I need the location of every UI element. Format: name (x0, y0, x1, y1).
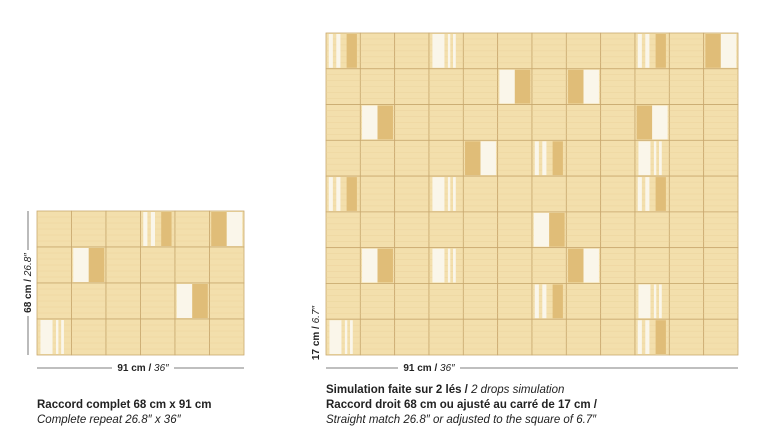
tile-part (143, 212, 148, 246)
tile-part (499, 69, 515, 104)
tile-part (88, 248, 105, 282)
tile-part (583, 248, 599, 283)
tile-part (542, 141, 547, 176)
tile-part (720, 34, 737, 68)
height-label: 17 cm / 6.7″ (311, 305, 322, 360)
tile-part (655, 320, 666, 354)
tile-part (637, 34, 642, 68)
tile-part (377, 105, 393, 140)
tile-part (645, 34, 650, 68)
tile-part (346, 177, 357, 211)
tile-part (192, 284, 208, 318)
tile-part (453, 34, 456, 68)
tile-part (480, 141, 496, 176)
tile-part (552, 284, 563, 319)
tile-part (534, 284, 539, 319)
metric: 68 cm / (23, 279, 34, 313)
tile-part (328, 177, 333, 211)
simulation-grid (325, 32, 739, 356)
tile-part (362, 248, 378, 283)
imperial: 6.7″ (311, 305, 322, 323)
tile-part (150, 212, 155, 246)
label-bg (112, 362, 174, 374)
tile-part (514, 69, 531, 104)
tile-part (453, 248, 456, 283)
caption: Straight match 26.8″ or adjusted to the … (326, 414, 597, 426)
tile-part (329, 320, 342, 354)
tile-part (655, 177, 666, 211)
tile-part (328, 34, 333, 68)
tile-part (645, 320, 650, 354)
sample-grid (36, 210, 245, 356)
tile-part (73, 248, 89, 282)
tile-part (653, 284, 657, 319)
tile-part (637, 320, 642, 354)
width-label: 91 cm / 36″ (403, 363, 455, 374)
tile-part (583, 69, 599, 104)
tile-part (432, 177, 445, 211)
caption: Complete repeat 26.8″ x 36″ (37, 414, 182, 426)
imperial: 26.8″ (23, 253, 34, 277)
label-bg (310, 304, 322, 362)
tile-part (61, 320, 64, 354)
caption-part: Simulation faite sur 2 lés / (326, 384, 469, 396)
caption: Simulation faite sur 2 lés / 2 drops sim… (326, 384, 564, 396)
tile-part (226, 212, 243, 246)
tile-part (655, 34, 666, 68)
tile-part (176, 284, 193, 318)
tile-part (55, 320, 59, 354)
tile-part (40, 320, 53, 354)
tile-part (568, 248, 584, 283)
tile-part (377, 248, 393, 283)
tile-part (636, 105, 653, 140)
imperial: 36″ (154, 363, 169, 374)
tile-part (568, 69, 584, 104)
tile-part (542, 284, 547, 319)
tile-part (705, 34, 721, 68)
tile-part (336, 177, 341, 211)
tile-part (344, 320, 348, 354)
tile-part (534, 141, 539, 176)
tile-part (552, 141, 563, 176)
tile-part (659, 284, 662, 319)
label-bg (398, 362, 460, 374)
tile-part (432, 34, 445, 68)
tile-part (211, 212, 227, 246)
tile-part (453, 177, 456, 211)
tile-part (659, 141, 662, 176)
tile-part (447, 34, 451, 68)
tile-part (638, 141, 651, 176)
tile-part (645, 177, 650, 211)
width-label: 91 cm / 36″ (117, 363, 169, 374)
tile-part (653, 141, 657, 176)
imperial: 36″ (440, 363, 455, 374)
tile-part (465, 141, 481, 176)
tile-part (336, 34, 341, 68)
metric: 91 cm / (117, 363, 151, 374)
tile-part (637, 177, 642, 211)
metric: 17 cm / (311, 326, 322, 360)
tile-part (161, 212, 172, 246)
tile-part (652, 105, 668, 140)
tile-part (350, 320, 353, 354)
metric: 91 cm / (403, 363, 437, 374)
tile-part (533, 212, 550, 247)
caption: Raccord complet 68 cm x 91 cm (37, 399, 212, 411)
label-bg (22, 250, 34, 316)
tile-part (362, 105, 378, 140)
tile-part (346, 34, 357, 68)
tile-part (638, 284, 651, 319)
caption: Raccord droit 68 cm ou ajusté au carré d… (326, 399, 598, 411)
caption-part: 2 drops simulation (470, 384, 564, 396)
tile-part (549, 212, 565, 247)
tile-part (447, 248, 451, 283)
tile-part (432, 248, 445, 283)
height-label: 68 cm / 26.8″ (23, 253, 34, 313)
tile-part (447, 177, 451, 211)
